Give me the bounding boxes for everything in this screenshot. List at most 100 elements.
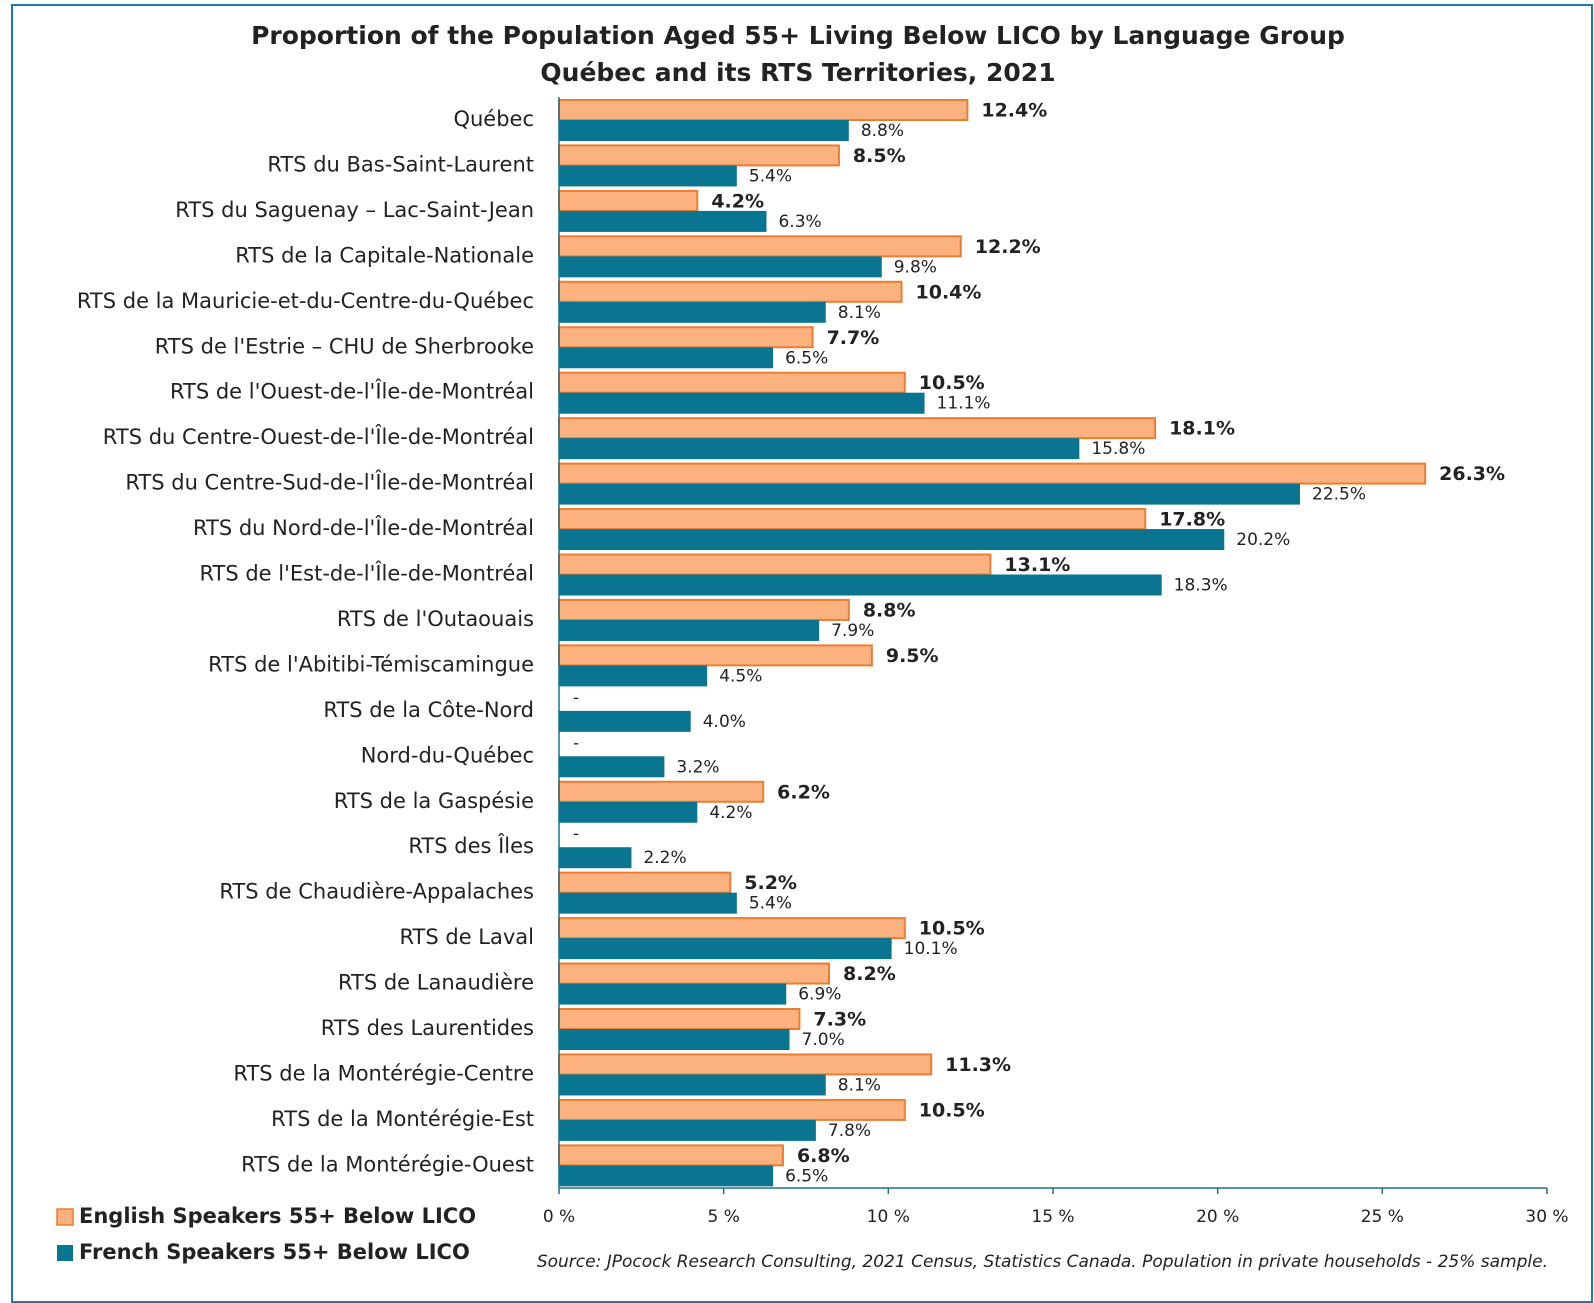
bar bbox=[558, 326, 814, 349]
bar bbox=[559, 438, 1080, 460]
bar bbox=[559, 801, 698, 823]
bar bbox=[558, 871, 732, 894]
bar bbox=[558, 1144, 784, 1167]
value-label: 15.8% bbox=[1091, 439, 1145, 459]
bar bbox=[559, 892, 737, 914]
value-label: 8.5% bbox=[853, 145, 906, 167]
category-label: RTS des Laurentides bbox=[321, 1016, 534, 1040]
x-tick-label: 0 % bbox=[543, 1207, 575, 1227]
value-label: 6.5% bbox=[785, 1166, 828, 1186]
value-label: 6.9% bbox=[798, 985, 841, 1005]
value-label: 12.2% bbox=[975, 236, 1041, 258]
bar bbox=[559, 392, 925, 414]
value-label: 11.1% bbox=[937, 394, 991, 414]
value-label: 20.2% bbox=[1236, 530, 1290, 550]
bar bbox=[559, 1165, 774, 1187]
bar bbox=[558, 598, 850, 621]
bar bbox=[558, 235, 962, 258]
bar bbox=[559, 483, 1300, 505]
bar bbox=[558, 144, 840, 167]
bar bbox=[558, 1008, 801, 1030]
bar bbox=[558, 417, 1157, 440]
category-label: RTS de la Gaspésie bbox=[334, 789, 534, 813]
value-label: 13.1% bbox=[1004, 554, 1070, 576]
bar bbox=[558, 280, 903, 303]
bar bbox=[559, 710, 691, 732]
category-label: RTS du Bas-Saint-Laurent bbox=[267, 152, 534, 176]
value-label: 5.4% bbox=[749, 166, 792, 186]
bar bbox=[558, 780, 765, 803]
bar bbox=[559, 347, 774, 369]
category-label: RTS de la Mauricie-et-du-Centre-du-Québe… bbox=[77, 289, 534, 313]
bar bbox=[558, 962, 831, 985]
bar bbox=[559, 165, 737, 187]
value-label: 8.1% bbox=[838, 303, 881, 323]
bar bbox=[558, 553, 992, 576]
bar bbox=[559, 619, 820, 641]
category-label: RTS de la Capitale-Nationale bbox=[235, 243, 534, 267]
value-label: - bbox=[573, 824, 579, 844]
source-note: Source: JPocock Research Consulting, 202… bbox=[537, 1252, 1548, 1272]
category-label: RTS des Îles bbox=[408, 833, 534, 858]
category-label: RTS de l'Abitibi-Témiscamingue bbox=[208, 652, 534, 676]
x-tick-label: 10 % bbox=[867, 1207, 910, 1227]
value-label: 8.1% bbox=[838, 1075, 881, 1095]
x-tick-label: 20 % bbox=[1196, 1207, 1239, 1227]
bar bbox=[559, 1074, 826, 1096]
value-label: 6.2% bbox=[777, 781, 830, 803]
value-label: 10.5% bbox=[919, 372, 985, 394]
value-label: 5.4% bbox=[749, 894, 792, 914]
category-label: RTS de l'Ouest-de-l'Île-de-Montréal bbox=[170, 379, 534, 404]
value-label: 11.3% bbox=[945, 1054, 1011, 1076]
category-label: RTS du Centre-Ouest-de-l'Île-de-Montréal bbox=[103, 424, 534, 449]
value-label: 8.8% bbox=[861, 121, 904, 141]
value-label: 10.5% bbox=[919, 1099, 985, 1121]
bar bbox=[558, 1098, 906, 1121]
bar bbox=[558, 1053, 933, 1076]
bar bbox=[558, 189, 699, 212]
category-label: RTS de la Montérégie-Ouest bbox=[241, 1152, 534, 1176]
category-label: RTS de l'Est-de-l'Île-de-Montréal bbox=[199, 561, 534, 586]
category-label: RTS de l'Outaouais bbox=[337, 607, 534, 631]
value-label: 9.5% bbox=[886, 645, 939, 667]
value-label: - bbox=[573, 688, 579, 708]
value-label: 4.0% bbox=[703, 712, 746, 732]
value-label: 8.2% bbox=[843, 963, 896, 985]
x-tick-label: 5 % bbox=[707, 1207, 739, 1227]
value-label: 18.1% bbox=[1169, 418, 1235, 440]
bar bbox=[559, 1029, 790, 1050]
value-label: 4.2% bbox=[709, 803, 752, 823]
value-label: 18.3% bbox=[1174, 576, 1228, 596]
category-label: RTS de la Côte-Nord bbox=[323, 698, 534, 722]
value-label: 2.2% bbox=[643, 848, 686, 868]
category-label: RTS de Chaudière-Appalaches bbox=[219, 880, 534, 904]
value-label: 7.0% bbox=[802, 1030, 845, 1050]
value-label: 17.8% bbox=[1159, 509, 1225, 531]
value-label: 4.2% bbox=[711, 190, 764, 212]
value-label: 6.8% bbox=[797, 1145, 850, 1167]
category-label: RTS de la Montérégie-Centre bbox=[233, 1061, 534, 1085]
value-label: 8.8% bbox=[863, 599, 916, 621]
value-label: - bbox=[573, 733, 579, 753]
bar bbox=[559, 938, 892, 960]
value-label: 9.8% bbox=[894, 257, 937, 277]
value-label: 6.5% bbox=[785, 348, 828, 368]
bar bbox=[559, 1119, 816, 1141]
value-label: 10.1% bbox=[904, 939, 958, 959]
bar bbox=[559, 301, 826, 323]
value-label: 7.8% bbox=[828, 1121, 871, 1141]
legend-label: French Speakers 55+ Below LICO bbox=[79, 1240, 470, 1264]
bar bbox=[558, 371, 906, 394]
chart-title: Proportion of the Population Aged 55+ Li… bbox=[251, 21, 1345, 50]
category-label: RTS de la Montérégie-Est bbox=[271, 1107, 534, 1131]
chart-subtitle: Québec and its RTS Territories, 2021 bbox=[540, 58, 1055, 87]
value-label: 7.9% bbox=[831, 621, 874, 641]
category-label: RTS de Laval bbox=[399, 925, 534, 949]
value-label: 6.3% bbox=[778, 212, 821, 232]
legend-swatch bbox=[56, 1208, 74, 1226]
bar bbox=[558, 644, 873, 667]
bar bbox=[559, 529, 1225, 551]
bar bbox=[559, 847, 632, 869]
